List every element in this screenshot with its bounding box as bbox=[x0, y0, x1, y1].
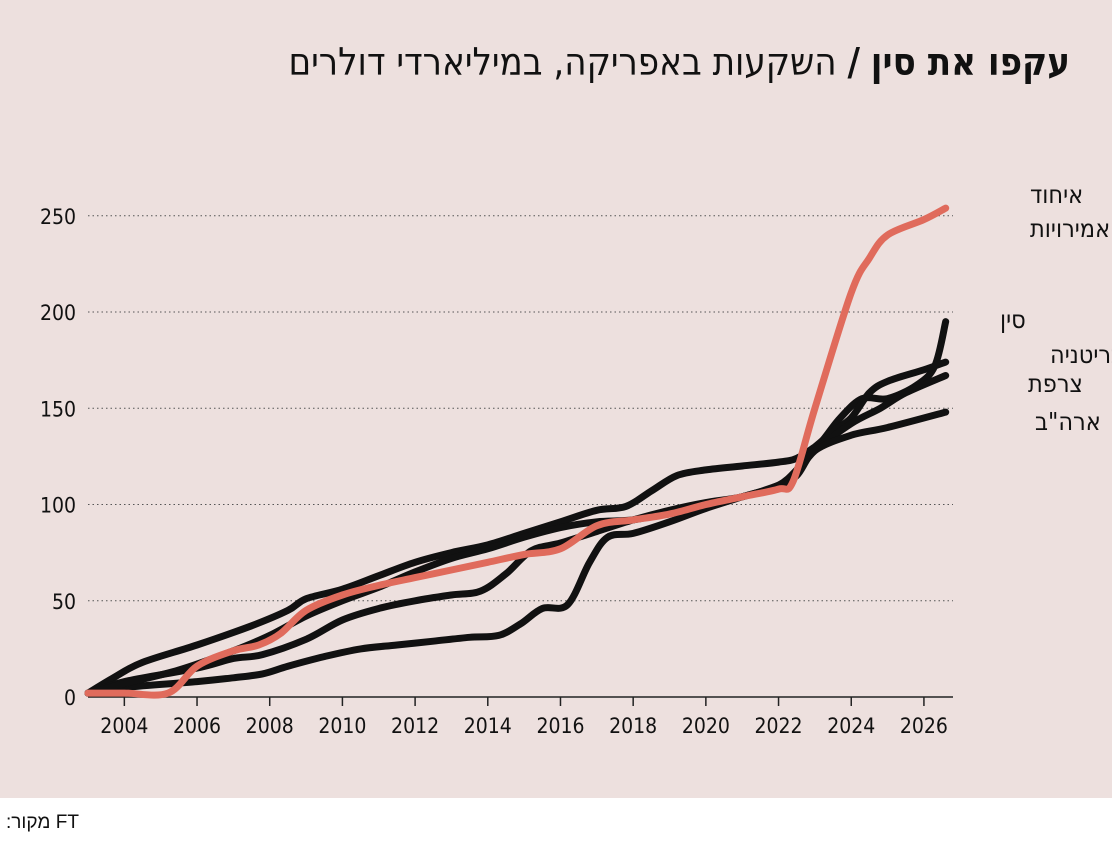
series-line-0 bbox=[84, 204, 950, 699]
x-tick-label: 2004 bbox=[100, 714, 148, 738]
title-bold: עקפו את סין bbox=[870, 40, 1070, 84]
y-tick-label: 250 bbox=[40, 205, 76, 229]
y-tick-label: 150 bbox=[40, 397, 76, 421]
title-rest: השקעות באפריקה, במיליארדי דולרים bbox=[288, 40, 837, 84]
chart-title: עקפו את סין / השקעות באפריקה, במיליארדי … bbox=[288, 40, 1070, 84]
x-tick-label: 2016 bbox=[536, 714, 584, 738]
x-tick-label: 2024 bbox=[827, 714, 875, 738]
x-tick-label: 2020 bbox=[682, 714, 730, 738]
x-tick-label: 2018 bbox=[609, 714, 657, 738]
series-label: צרפת bbox=[1028, 369, 1083, 398]
x-tick-label: 2008 bbox=[246, 714, 294, 738]
series-line-2 bbox=[84, 358, 950, 697]
y-tick-label: 200 bbox=[40, 301, 76, 325]
title-separator: / bbox=[847, 40, 860, 84]
series-label: האמירויות bbox=[1030, 214, 1112, 243]
y-tick-label: 50 bbox=[52, 590, 76, 614]
y-tick-label: 0 bbox=[64, 686, 76, 710]
x-tick-label: 2014 bbox=[464, 714, 512, 738]
series-label: איחוד bbox=[1030, 180, 1083, 209]
x-tick-label: 2022 bbox=[755, 714, 803, 738]
series-label: סין bbox=[1000, 305, 1026, 334]
series-label: בריטניה bbox=[1050, 340, 1112, 369]
series-label: ארה"ב bbox=[1035, 407, 1101, 436]
line-chart: 0 50 100 150 200 250 2004 2006 2008 2010 2012 2014 2… bbox=[40, 180, 1112, 738]
y-tick-label: 100 bbox=[40, 494, 76, 518]
source-label: מקור: bbox=[6, 812, 51, 833]
source-note: מקור: FT bbox=[6, 812, 79, 834]
x-tick-label: 2006 bbox=[173, 714, 221, 738]
series-line-1 bbox=[84, 318, 950, 697]
x-tick-label: 2010 bbox=[318, 714, 366, 738]
x-tick-label: 2026 bbox=[900, 714, 948, 738]
source-value: FT bbox=[55, 812, 79, 833]
x-tick-label: 2012 bbox=[391, 714, 439, 738]
